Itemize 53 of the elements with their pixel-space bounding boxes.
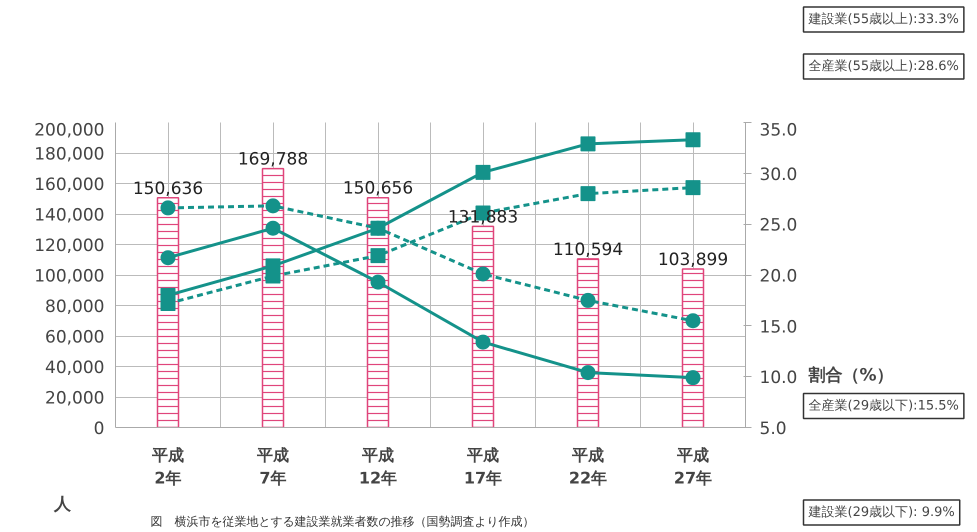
x-tick-label: 平成2年 <box>151 446 184 488</box>
point <box>580 186 596 202</box>
y-tick-label: 0 <box>94 419 105 439</box>
point <box>476 334 490 350</box>
point <box>686 313 700 328</box>
text: 全産業(55歳以上):28.6% <box>808 58 959 74</box>
point <box>370 248 386 264</box>
y2-tick-label: 30.0 <box>760 164 798 185</box>
x-tick-label: 平成27年 <box>674 446 712 488</box>
y-tick-label: 160,000 <box>34 175 105 195</box>
text: 図 横浜市を従業地とする建設業就業者数の推移（国勢調査より作成） <box>150 514 534 528</box>
point <box>160 250 176 266</box>
y-tick-label: 80,000 <box>45 297 104 317</box>
x-tick-label: 平成12年 <box>358 446 398 488</box>
y2-tick-label: 10.0 <box>760 368 798 388</box>
text: 建設業(29歳以下): 9.9% <box>808 505 955 520</box>
y-axis-title: 人 <box>53 494 72 514</box>
text: 全産業(29歳以下):15.5% <box>808 397 959 414</box>
y2-tick-label: 5.0 <box>760 419 787 439</box>
point <box>580 136 596 152</box>
y2-tick-label: 35.0 <box>760 120 798 140</box>
point <box>476 266 490 282</box>
y2-axis-title: 割合（%） <box>808 365 894 386</box>
point <box>266 198 280 214</box>
point <box>580 292 596 308</box>
y-tick-label: 20,000 <box>45 388 104 408</box>
y2-tick-label: 20.0 <box>760 266 798 286</box>
y2-tick-label: 25.0 <box>760 216 798 236</box>
point <box>266 220 280 236</box>
y-tick-label: 60,000 <box>45 328 104 348</box>
y2-tick-label: 15.0 <box>760 317 798 338</box>
point <box>160 200 176 216</box>
data-label: 110,594 <box>552 240 624 260</box>
point <box>580 365 596 380</box>
point <box>686 132 700 148</box>
y-tick-label: 40,000 <box>45 358 104 378</box>
x-tick-label: 平成7年 <box>256 446 289 488</box>
point <box>686 180 700 196</box>
data-label: 103,899 <box>658 250 728 270</box>
y-tick-label: 100,000 <box>34 266 105 286</box>
data-label: 150,636 <box>132 178 204 199</box>
x-tick-label: 平成17年 <box>464 446 502 488</box>
point <box>476 164 490 180</box>
data-label: 169,788 <box>238 150 308 170</box>
x-tick-label: 平成22年 <box>568 446 608 488</box>
point <box>370 274 386 290</box>
text: 建設業(55歳以上):33.3% <box>808 12 959 27</box>
y-tick-label: 140,000 <box>34 206 105 226</box>
point <box>686 370 700 386</box>
y-tick-label: 180,000 <box>34 144 105 164</box>
y-tick-label: 120,000 <box>34 236 105 256</box>
y-tick-label: 200,000 <box>34 120 105 140</box>
data-label: 150,656 <box>342 178 414 199</box>
